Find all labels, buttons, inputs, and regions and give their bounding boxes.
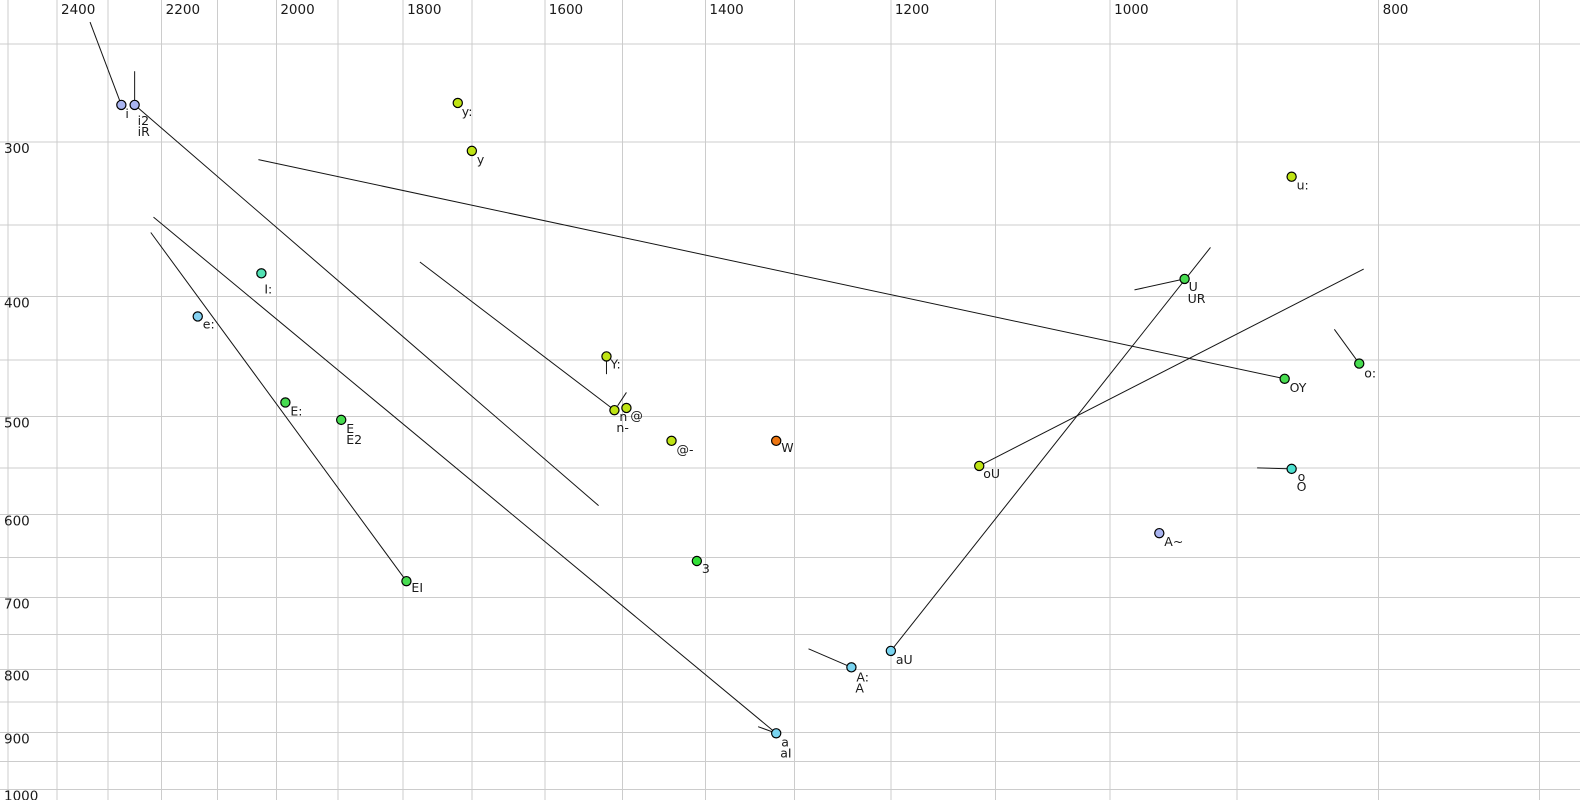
vowel-label-i2-1: iR (138, 124, 150, 139)
vowel-point-Y:[interactable] (601, 351, 612, 362)
vowel-point-o:[interactable] (1354, 358, 1365, 369)
vowel-label-W: W (781, 440, 793, 455)
y-tick-900: 900 (4, 732, 30, 748)
trajectory-line-8 (617, 392, 627, 407)
vowel-point-3[interactable] (691, 555, 703, 567)
trajectory-line-4 (153, 216, 777, 734)
vowel-label-y:: y: (462, 104, 473, 119)
vowel-label-I:: I: (264, 281, 272, 296)
vowel-label-Y:: Y: (609, 356, 620, 371)
vowel-label-aU: aU (896, 652, 913, 667)
trajectory-line-0 (89, 21, 122, 106)
y-tick-500: 500 (4, 416, 30, 432)
vowel-point-n-[interactable] (609, 404, 620, 416)
y-tick-300: 300 (4, 141, 30, 157)
vowel-point-I:[interactable] (256, 268, 267, 279)
vowel-label-@-: @- (677, 442, 694, 457)
y-tick-600: 600 (4, 514, 30, 530)
vowel-label-o:: o: (1364, 366, 1376, 381)
vowel-label-A~: A~ (1164, 534, 1183, 549)
vowel-label-y: y (477, 152, 485, 167)
y-tick-700: 700 (4, 597, 30, 613)
trajectory-line-15 (1257, 467, 1292, 470)
vowel-label-OY: OY (1290, 380, 1307, 395)
vowel-label-EI: EI (411, 580, 423, 595)
axis-tick-labels: 2400 2200 2000 1800 1600 1400 1200 1000 800 300 40… (4, 2, 1408, 800)
trajectory-line-5 (258, 159, 1285, 380)
vowel-point-EI[interactable] (401, 575, 412, 587)
vowel-label-n-: n (619, 409, 627, 424)
vowel-label-A:: A: (856, 669, 869, 684)
x-tick-2200: 2200 (166, 2, 200, 18)
vowel-point-aU[interactable] (885, 645, 897, 657)
trajectory-line-6 (419, 261, 615, 411)
vowel-label-a-1: aI (780, 745, 791, 760)
vowel-point-W[interactable] (770, 435, 782, 447)
vowel-point-OY[interactable] (1279, 373, 1290, 384)
vowel-label-e:: e: (203, 316, 215, 331)
y-tick-400: 400 (4, 296, 30, 312)
vowel-point-a[interactable] (770, 728, 782, 739)
vowel-label-@: @ (630, 408, 643, 423)
trajectory-line-14 (1333, 328, 1360, 364)
vowel-point-@[interactable] (621, 402, 632, 414)
y-tick-1000: 1000 (4, 788, 38, 800)
x-tick-1600: 1600 (549, 2, 583, 18)
trajectory-line-12 (979, 268, 1364, 467)
vowel-label-o-1: O (1297, 479, 1307, 494)
vowel-point-y:[interactable] (452, 97, 463, 109)
vowel-label-i: i (125, 106, 128, 121)
vowel-point-U[interactable] (1179, 273, 1190, 285)
x-tick-1400: 1400 (709, 2, 743, 18)
vowel-label-oU: oU (983, 466, 1000, 481)
y-tick-800: 800 (4, 668, 30, 684)
vowel-label-n--1: n- (616, 420, 628, 435)
x-tick-1800: 1800 (407, 2, 441, 18)
vowel-point-i2[interactable] (129, 99, 140, 111)
x-tick-1200: 1200 (895, 2, 929, 18)
vowel-label-E:: E: (290, 403, 302, 418)
vowel-point-o[interactable] (1286, 463, 1297, 475)
vowel-label-3: 3 (702, 561, 710, 576)
trajectory-line-11 (890, 247, 1211, 652)
vowel-points (116, 97, 1365, 739)
vowel-point-E:[interactable] (280, 397, 291, 408)
vowel-label-a: a (781, 734, 789, 749)
vowel-point-oU[interactable] (974, 460, 985, 472)
vowel-point-e:[interactable] (192, 311, 203, 322)
vowel-label-U-1: UR (1188, 291, 1206, 306)
vowel-label-i2: i2 (138, 113, 149, 128)
x-tick-2000: 2000 (280, 2, 314, 18)
x-tick-800: 800 (1383, 2, 1409, 18)
vowel-point-A:[interactable] (846, 662, 857, 673)
vowel-point-A~[interactable] (1154, 527, 1165, 539)
x-tick-2400: 2400 (61, 2, 95, 18)
vowel-label-A:-1: A (855, 680, 864, 695)
vowel-label-E-1: E2 (346, 432, 362, 447)
vowel-label-u:: u: (1297, 178, 1309, 193)
vowel-point-i[interactable] (116, 99, 127, 111)
trajectory-line-10 (808, 648, 852, 668)
vowel-point-u:[interactable] (1286, 171, 1297, 182)
vowel-label-o: o (1298, 469, 1306, 484)
trajectory-line-2 (134, 104, 599, 507)
vowel-point-y[interactable] (466, 145, 478, 157)
trajectory-lines (89, 21, 1364, 734)
trajectory-line-3 (150, 232, 407, 582)
trajectory-line-13 (1134, 278, 1185, 291)
x-tick-1000: 1000 (1114, 2, 1148, 18)
vowel-label-U: U (1189, 279, 1198, 294)
vowel-point-@-[interactable] (666, 435, 677, 447)
vowel-label-E: E (346, 421, 354, 436)
vowel-point-E[interactable] (336, 414, 347, 426)
